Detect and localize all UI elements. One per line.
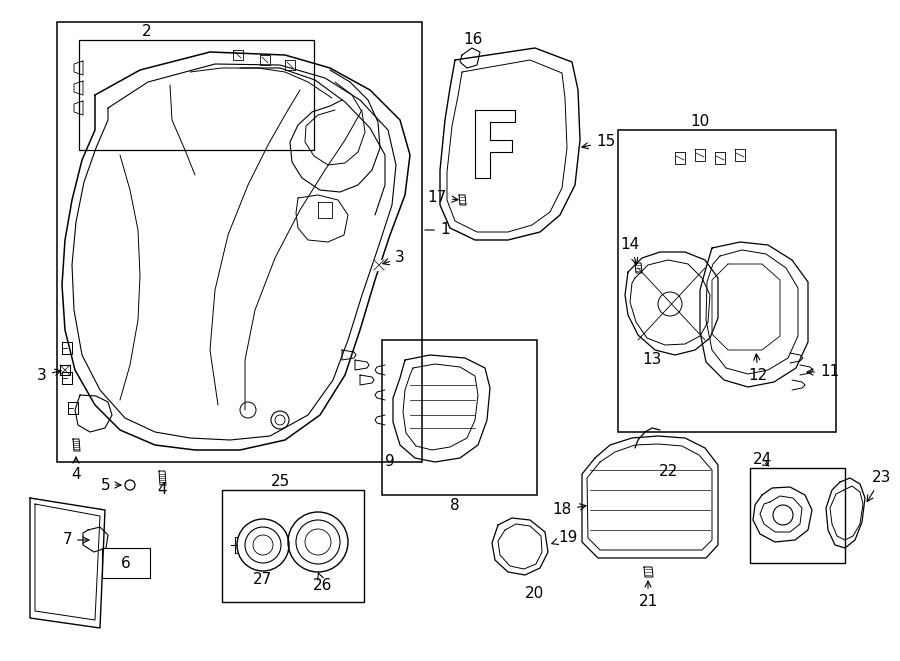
Bar: [57, 22, 422, 462]
Text: 22: 22: [659, 465, 678, 479]
Bar: [374, 260, 384, 270]
Text: 18: 18: [553, 502, 586, 518]
Text: 6: 6: [122, 555, 130, 570]
Text: 3: 3: [382, 251, 405, 266]
Bar: [79, 40, 314, 150]
Bar: [374, 260, 384, 270]
Text: 8: 8: [450, 498, 460, 512]
Bar: [618, 130, 836, 432]
Text: 1: 1: [425, 223, 450, 237]
Text: 4: 4: [158, 483, 166, 498]
Bar: [382, 340, 537, 495]
Bar: [750, 468, 845, 563]
Bar: [60, 365, 70, 375]
Text: 20: 20: [526, 586, 544, 600]
Text: 11: 11: [807, 364, 839, 379]
Text: 9: 9: [385, 455, 395, 469]
Text: 19: 19: [552, 531, 578, 545]
Text: 7: 7: [62, 533, 89, 547]
Text: 25: 25: [270, 475, 290, 490]
Text: 16: 16: [464, 32, 482, 48]
Text: 13: 13: [643, 352, 662, 368]
Bar: [222, 490, 364, 602]
Text: 12: 12: [749, 354, 768, 383]
Text: 4: 4: [71, 457, 81, 482]
Text: 21: 21: [638, 581, 658, 609]
Text: 17: 17: [428, 190, 458, 206]
Bar: [102, 548, 150, 578]
Text: 26: 26: [313, 572, 333, 593]
Text: 14: 14: [620, 237, 640, 264]
Text: 27: 27: [254, 572, 273, 588]
Text: 24: 24: [753, 453, 772, 467]
Text: 5: 5: [101, 477, 121, 492]
Text: 10: 10: [690, 114, 709, 130]
Text: 15: 15: [582, 134, 616, 149]
Text: 23: 23: [867, 471, 891, 502]
Polygon shape: [374, 260, 384, 270]
Text: 3: 3: [37, 368, 61, 383]
Text: 2: 2: [142, 24, 152, 40]
